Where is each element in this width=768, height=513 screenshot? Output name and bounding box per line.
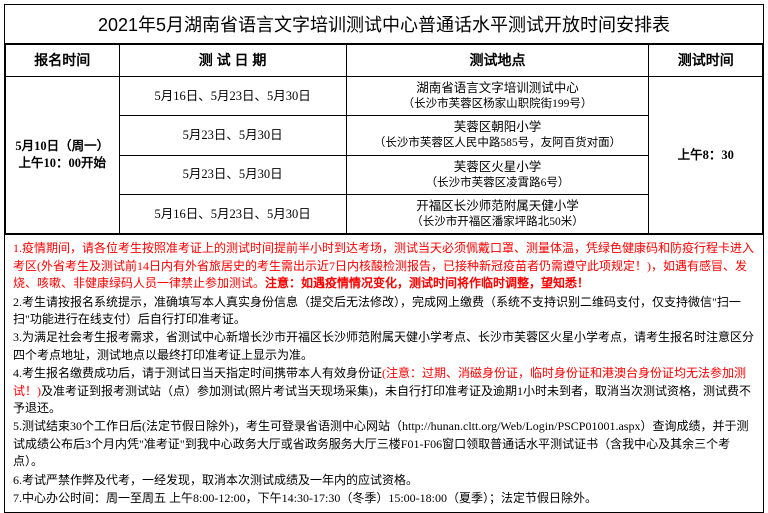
note-3: 3.为满足社会考生报考需求，省测试中心新增长沙市开福区长沙师范附属天健小学考点、… [13, 329, 755, 364]
time-cell: 上午8：30 [649, 76, 763, 234]
loc-main: 湖南省语言文字培训测试中心 [416, 81, 579, 95]
table-row: 5月10日（周一） 上午10：00开始 5月16日、5月23日、5月30日 湖南… [6, 76, 763, 115]
loc-cell: 湖南省语言文字培训测试中心 （长沙市芙蓉区杨家山职院街199号） [346, 76, 649, 115]
note-1: 1.疫情期间，请各位考生按照准考证上的测试时间提前半小时到达考场，测试当天必须佩… [13, 240, 755, 292]
date-cell: 5月16日、5月23日、5月30日 [119, 76, 346, 115]
loc-main: 芙蓉区火星小学 [454, 160, 542, 174]
notes-section: 1.疫情期间，请各位考生按照准考证上的测试时间提前半小时到达考场，测试当天必须佩… [5, 234, 763, 512]
loc-main: 开福区长沙师范附属天健小学 [416, 199, 579, 213]
date-cell: 5月23日、5月30日 [119, 155, 346, 194]
schedule-table: 报名时间 测 试 日 期 测试地点 测试时间 5月10日（周一） 上午10：00… [5, 44, 763, 234]
loc-cell: 开福区长沙师范附属天健小学 （长沙市开福区潘家坪路北50米） [346, 195, 649, 234]
note-4c: 及准考证到报考测试站（点）参加测试(照片考试当天现场采集)，未自行打印准考证及逾… [13, 384, 751, 415]
note-7: 7.中心办公时间：周一至周五 上午8:00-12:00，下午14:30-17:3… [13, 490, 755, 507]
document-frame: 2021年5月湖南省语言文字培训测试中心普通话水平测试开放时间安排表 报名时间 … [4, 4, 764, 513]
loc-main: 芙蓉区朝阳小学 [454, 120, 542, 134]
loc-sub: （长沙市芙蓉区人民中路585号，友阿百货对面） [351, 136, 645, 152]
loc-sub: （长沙市开福区潘家坪路北50米） [351, 215, 645, 231]
note-4a: 4.考生报名缴费成功后，请于测试日当天指定时间携带本人有效身份证 [13, 366, 382, 380]
date-cell: 5月23日、5月30日 [119, 116, 346, 155]
note-5: 5.测试结束30个工作日后(法定节假日除外)，考生可登录省语测中心网站（http… [13, 418, 755, 470]
hdr-loc: 测试地点 [346, 45, 649, 77]
hdr-time: 测试时间 [649, 45, 763, 77]
reg-cell: 5月10日（周一） 上午10：00开始 [6, 76, 120, 234]
note-6: 6.考试严禁作弊及代考，一经发现，取消本次测试成绩及一年内的应试资格。 [13, 472, 755, 489]
loc-sub: （长沙市芙蓉区杨家山职院街199号） [351, 97, 645, 113]
table-header-row: 报名时间 测 试 日 期 测试地点 测试时间 [6, 45, 763, 77]
hdr-date: 测 试 日 期 [119, 45, 346, 77]
date-cell: 5月16日、5月23日、5月30日 [119, 195, 346, 234]
page-title: 2021年5月湖南省语言文字培训测试中心普通话水平测试开放时间安排表 [5, 5, 763, 44]
note-1b: 注意：如遇疫情情况变化，测试时间将作临时调整，望知悉！ [265, 276, 589, 290]
loc-cell: 芙蓉区朝阳小学 （长沙市芙蓉区人民中路585号，友阿百货对面） [346, 116, 649, 155]
loc-cell: 芙蓉区火星小学 （长沙市芙蓉区凌霄路6号） [346, 155, 649, 194]
note-4: 4.考生报名缴费成功后，请于测试日当天指定时间携带本人有效身份证(注意：过期、消… [13, 365, 755, 417]
hdr-reg: 报名时间 [6, 45, 120, 77]
loc-sub: （长沙市芙蓉区凌霄路6号） [351, 176, 645, 192]
note-2: 2.考生请按报名系统提示，准确填写本人真实身份信息（提交后无法修改），完成网上缴… [13, 294, 755, 329]
